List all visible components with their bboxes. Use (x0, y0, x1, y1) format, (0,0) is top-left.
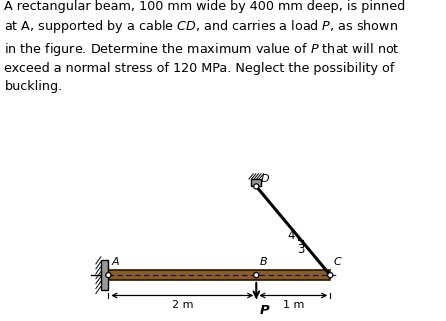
Text: C: C (333, 257, 341, 267)
Circle shape (254, 273, 259, 278)
Text: A rectangular beam, 100 mm wide by 400 mm deep, is pinned
at A, supported by a c: A rectangular beam, 100 mm wide by 400 m… (4, 0, 406, 93)
Text: A: A (112, 257, 119, 267)
Text: P: P (259, 304, 269, 317)
Text: 2 m: 2 m (172, 300, 193, 310)
Circle shape (328, 273, 333, 278)
Text: D: D (261, 174, 269, 184)
Bar (108, 270, 330, 280)
Text: 3: 3 (297, 243, 304, 256)
Bar (251, 179, 261, 187)
Circle shape (106, 273, 111, 278)
Bar (101, 260, 108, 290)
Text: 1 m: 1 m (283, 300, 304, 310)
Text: B: B (259, 257, 267, 267)
Text: 4: 4 (287, 229, 295, 242)
Circle shape (254, 184, 259, 189)
